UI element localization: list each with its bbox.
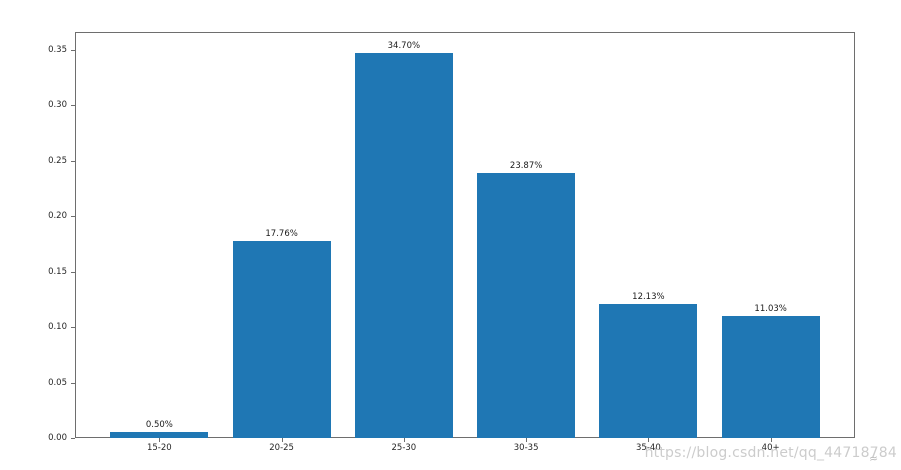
bar-value-label: 34.70% (387, 41, 421, 52)
y-tick-mark (71, 160, 75, 162)
watermark-url: https://blog.csdn.net/qq_44718784 (644, 445, 897, 461)
bar-value-label: 12.13% (632, 291, 665, 302)
y-tick-label: 0.35 (48, 44, 67, 55)
x-tick-mark (281, 438, 283, 442)
x-tick-label: 15-20 (146, 443, 172, 453)
x-tick-label: 40+ (761, 443, 780, 453)
x-tick-mark (648, 438, 650, 442)
bar-15-20 (110, 432, 209, 438)
x-tick-label: 35-40 (636, 443, 661, 453)
bar-value-label: 0.50% (145, 420, 173, 431)
x-tick-label: 30-35 (513, 443, 539, 453)
y-tick-mark (71, 216, 75, 218)
x-tick-mark (159, 438, 161, 442)
corner-glyph: ≈ (868, 451, 880, 466)
y-tick-label: 0.10 (48, 322, 67, 333)
x-tick-mark (770, 438, 772, 442)
bar-25-30 (354, 53, 453, 438)
bar-30-35 (477, 173, 576, 438)
y-tick-label: 0.20 (48, 211, 67, 222)
y-tick-label: 0.25 (48, 155, 67, 166)
y-tick-label: 0.30 (48, 100, 67, 111)
y-tick-label: 0.05 (48, 377, 67, 388)
y-tick-mark (71, 105, 75, 107)
x-tick-mark (403, 438, 405, 442)
y-tick-mark (71, 271, 75, 273)
y-tick-mark (71, 438, 75, 439)
bar-value-label: 17.76% (265, 229, 298, 240)
bar-value-label: 23.87% (509, 161, 543, 172)
bar-40+ (721, 315, 820, 438)
bar-value-label: 11.03% (754, 303, 787, 314)
x-tick-mark (526, 438, 528, 442)
y-tick-mark (71, 382, 75, 384)
y-tick-label: 0.00 (48, 433, 67, 443)
bar-20-25 (232, 241, 331, 438)
y-tick-mark (71, 49, 75, 51)
bar-35-40 (599, 303, 698, 438)
x-tick-label: 25-30 (391, 443, 417, 453)
x-tick-label: 20-25 (269, 443, 294, 453)
y-tick-label: 0.15 (48, 266, 67, 277)
y-tick-mark (71, 327, 75, 329)
